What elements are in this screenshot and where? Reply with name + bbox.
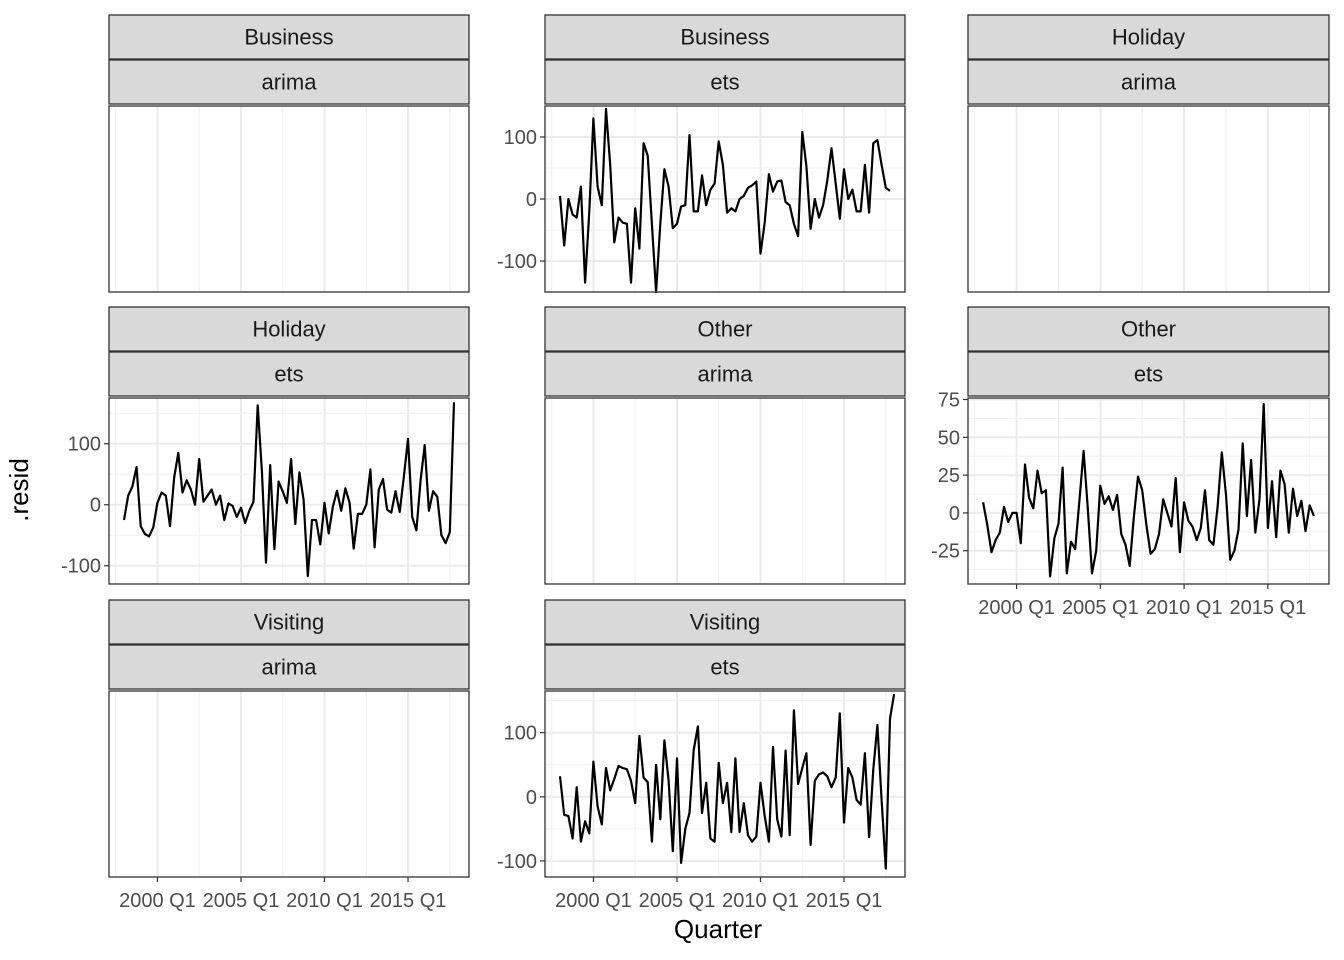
strip-box bbox=[544, 644, 906, 690]
y-axis-title: .resid bbox=[4, 458, 34, 522]
panel-background bbox=[968, 398, 1329, 584]
strip-label: arima bbox=[261, 70, 317, 95]
strip-label: Business bbox=[680, 25, 769, 50]
y-tick-label: 100 bbox=[504, 127, 537, 149]
strip-label: Visiting bbox=[254, 610, 325, 635]
x-tick-label: 2005 Q1 bbox=[1062, 597, 1139, 619]
panel-border bbox=[108, 397, 470, 585]
panel-holiday-ets: Holiday ets -100 0 100 bbox=[61, 306, 470, 585]
strip-box bbox=[967, 59, 1330, 105]
y-tick-label: 50 bbox=[938, 427, 960, 449]
strip-box bbox=[544, 599, 906, 645]
panel-background bbox=[109, 691, 469, 877]
strip-box bbox=[108, 59, 470, 105]
strip-label: ets bbox=[1134, 362, 1163, 387]
residual-line bbox=[982, 402, 1315, 578]
panel-visiting-arima: Visiting arima 2000 Q1 2005 Q1 2010 Q1 2015 Q… bbox=[108, 599, 470, 912]
x-tick-label: 2010 Q1 bbox=[1146, 597, 1223, 619]
strip-label: Holiday bbox=[1112, 25, 1185, 50]
strip-box bbox=[108, 14, 470, 60]
strip-label: arima bbox=[1121, 70, 1177, 95]
strip-label: Other bbox=[1121, 317, 1176, 342]
x-tick-label: 2000 Q1 bbox=[555, 890, 632, 912]
strip-label: arima bbox=[261, 655, 317, 680]
y-tick-label: -100 bbox=[61, 556, 101, 578]
x-tick-label: 2015 Q1 bbox=[806, 890, 883, 912]
x-tick-label: 2005 Q1 bbox=[639, 890, 716, 912]
panel-border bbox=[967, 105, 1330, 293]
residual-line bbox=[558, 107, 891, 294]
strip-box bbox=[108, 599, 470, 645]
residual-line bbox=[558, 694, 896, 870]
panel-visiting-ets: Visiting ets -100 0 100 2000 Q1 2005 Q1 2010 Q1… bbox=[497, 599, 906, 912]
x-tick-label: 2015 Q1 bbox=[1229, 597, 1306, 619]
panel-background bbox=[968, 106, 1329, 292]
strip-box bbox=[544, 59, 906, 105]
y-tick-label: 100 bbox=[68, 434, 101, 456]
panel-border bbox=[544, 105, 906, 293]
panel-border bbox=[108, 690, 470, 878]
y-tick-label: 25 bbox=[938, 465, 960, 487]
y-tick-label: -25 bbox=[931, 541, 960, 563]
strip-label: Business bbox=[244, 25, 333, 50]
strip-box bbox=[967, 306, 1330, 352]
strip-label: Holiday bbox=[252, 317, 325, 342]
panel-border bbox=[544, 397, 906, 585]
x-tick-label: 2000 Q1 bbox=[978, 597, 1055, 619]
strip-label: ets bbox=[710, 70, 739, 95]
panel-business-arima: Business arima bbox=[108, 14, 470, 293]
panel-business-ets: Business ets -100 0 100 bbox=[497, 14, 906, 294]
strip-box bbox=[544, 306, 906, 352]
panel-other-arima: Other arima bbox=[544, 306, 906, 585]
strip-label: ets bbox=[274, 362, 303, 387]
x-tick-label: 2005 Q1 bbox=[203, 890, 280, 912]
strip-box bbox=[108, 306, 470, 352]
panel-border bbox=[108, 105, 470, 293]
strip-box bbox=[544, 351, 906, 397]
y-tick-label: -100 bbox=[497, 251, 537, 273]
x-axis-title: Quarter bbox=[674, 914, 762, 944]
x-tick-label: 2015 Q1 bbox=[370, 890, 447, 912]
panel-background bbox=[109, 106, 469, 292]
panel-border bbox=[967, 397, 1330, 585]
panel-other-ets: Other ets -25 0 25 50 75 2000 Q1 2005 Q1 2010 Q1 2… bbox=[931, 306, 1330, 619]
strip-box bbox=[967, 351, 1330, 397]
panel-holiday-arima: Holiday arima bbox=[967, 14, 1330, 293]
y-tick-label: 0 bbox=[90, 495, 101, 517]
strip-label: Other bbox=[697, 317, 752, 342]
strip-box bbox=[108, 644, 470, 690]
strip-box bbox=[967, 14, 1330, 60]
y-tick-label: 0 bbox=[526, 787, 537, 809]
x-tick-label: 2010 Q1 bbox=[722, 890, 799, 912]
x-tick-label: 2000 Q1 bbox=[119, 890, 196, 912]
x-tick-label: 2010 Q1 bbox=[286, 890, 363, 912]
y-tick-label: -100 bbox=[497, 851, 537, 873]
strip-box bbox=[108, 351, 470, 397]
strip-label: arima bbox=[697, 362, 753, 387]
residual-line bbox=[122, 402, 456, 578]
strip-label: ets bbox=[710, 655, 739, 680]
y-tick-label: 0 bbox=[949, 503, 960, 525]
strip-box bbox=[544, 14, 906, 60]
y-tick-label: 75 bbox=[938, 390, 960, 412]
panel-background bbox=[545, 398, 905, 584]
y-tick-label: 100 bbox=[504, 723, 537, 745]
strip-label: Visiting bbox=[690, 610, 761, 635]
panel-border bbox=[544, 690, 906, 878]
panel-background bbox=[545, 691, 905, 877]
y-tick-label: 0 bbox=[526, 189, 537, 211]
